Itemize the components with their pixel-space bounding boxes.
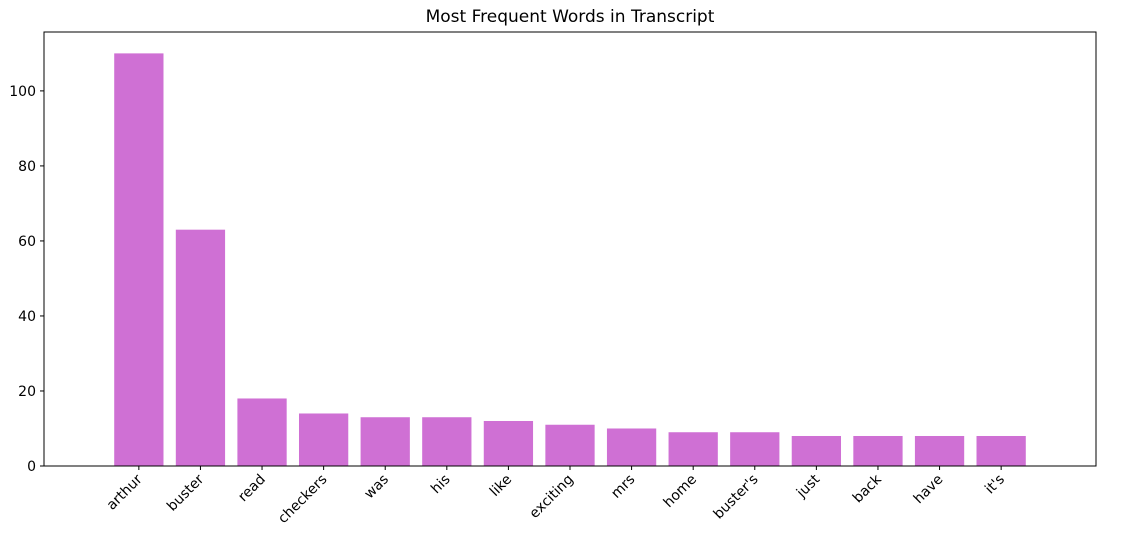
x-tick-label: home [661, 472, 700, 511]
bar [668, 432, 718, 466]
x-tick-label: back [850, 471, 885, 506]
x-tick-label: it's [982, 472, 1008, 498]
bar [791, 435, 842, 466]
x-tick-label: buster's [711, 472, 762, 523]
x-tick-label: his [428, 472, 454, 498]
bar [730, 432, 780, 466]
bar [175, 229, 226, 466]
bar [237, 398, 287, 466]
bar [114, 53, 164, 466]
y-tick-label: 20 [18, 384, 36, 400]
x-tick-label: exciting [527, 472, 577, 522]
bar [976, 435, 1026, 466]
bar [914, 435, 965, 466]
bar [606, 428, 657, 466]
x-tick-label: was [361, 472, 392, 503]
x-tick-label: checkers [275, 472, 330, 527]
y-tick-label: 0 [27, 459, 36, 475]
x-tick-label: mrs [608, 472, 638, 502]
x-tick-label: buster [164, 471, 207, 514]
bar [298, 413, 349, 466]
x-tick-label: like [487, 472, 515, 500]
y-tick-label: 60 [18, 234, 36, 250]
x-tick-label: have [911, 472, 947, 508]
chart-title: Most Frequent Words in Transcript [426, 7, 715, 27]
x-tick-label: just [793, 471, 823, 501]
bar [483, 420, 534, 466]
plot-frame [43, 31, 1097, 467]
y-tick-label: 40 [18, 309, 36, 325]
y-tick-label: 80 [18, 159, 36, 175]
bar [360, 417, 410, 466]
x-tick-label: arthur [104, 471, 146, 513]
x-tick-label: read [235, 472, 269, 506]
bar [422, 417, 472, 466]
bar [545, 424, 595, 466]
y-tick-label: 100 [9, 84, 36, 100]
bar [853, 435, 903, 466]
